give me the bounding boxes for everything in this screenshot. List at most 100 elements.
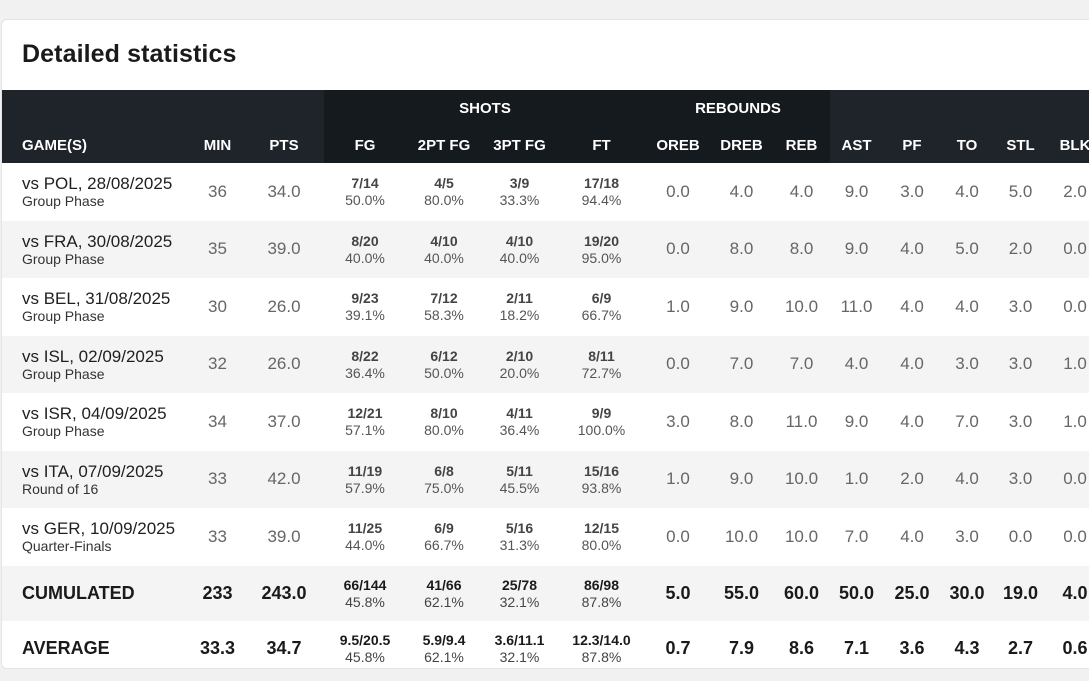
fg2-made: 6/9: [434, 520, 454, 537]
game-label: vs FRA, 30/08/2025: [22, 231, 173, 251]
ft-pct: 95.0%: [581, 249, 622, 266]
fg2-made: 5.9/9.4: [422, 631, 466, 648]
min-cell: 32: [191, 335, 244, 393]
fg3-pct: 33.3%: [499, 192, 540, 209]
ast-cell: 11.0: [830, 278, 884, 336]
game-label: vs ISR, 04/09/2025: [22, 404, 167, 424]
to-cell: 4.3: [941, 620, 994, 668]
stl-cell: 0.0: [993, 508, 1049, 566]
pf-cell: 3.0: [883, 163, 942, 221]
reb-cell: 11.0: [773, 393, 831, 451]
table-row: vs GER, 10/09/2025 Quarter-Finals 33 39.0…: [2, 508, 1089, 566]
pf-cell: 4.0: [883, 393, 942, 451]
col-header-min: MIN: [191, 127, 244, 163]
fg3-cell: 2/10 20.0%: [482, 335, 557, 393]
col-header-3pt-fg: 3PT FG: [482, 127, 557, 163]
fg3-pct: 32.1%: [499, 648, 540, 665]
fg3-made: 5/11: [506, 462, 533, 479]
to-cell: 30.0: [941, 565, 994, 621]
fg3-cell: 4/11 36.4%: [482, 393, 557, 451]
oreb-cell: 1.0: [646, 450, 710, 508]
col-header-pf: PF: [883, 127, 942, 163]
to-cell: 3.0: [941, 335, 994, 393]
oreb-cell: 0.0: [646, 163, 710, 221]
stats-card: Detailed statistics SHOTS REBOUNDS GAME(…: [1, 19, 1089, 669]
table-row: vs FRA, 30/08/2025 Group Phase 35 39.0 8/…: [2, 220, 1089, 278]
fg-cell: 8/22 36.4%: [324, 335, 406, 393]
blk-cell: 1.0: [1048, 393, 1089, 451]
fg3-pct: 31.3%: [499, 537, 540, 554]
pts-cell: 26.0: [244, 335, 324, 393]
table-row: vs BEL, 31/08/2025 Group Phase 30 26.0 9/…: [2, 278, 1089, 336]
stl-cell: 2.7: [993, 620, 1049, 668]
ft-made: 12/15: [583, 520, 620, 537]
dreb-cell: 9.0: [710, 278, 773, 336]
stats-table: SHOTS REBOUNDS GAME(S) MIN PTS FG 2PT FG…: [2, 90, 1089, 668]
ft-cell: 17/18 94.4%: [557, 163, 646, 221]
pts-cell: 26.0: [244, 278, 324, 336]
min-cell: 35: [191, 220, 244, 278]
fg-pct: 45.8%: [345, 648, 385, 665]
ft-pct: 80.0%: [581, 537, 622, 554]
game-phase: Group Phase: [22, 365, 105, 382]
ft-pct: 94.4%: [581, 192, 622, 209]
fg2-cell: 6/9 66.7%: [406, 508, 482, 566]
fg3-made: 3/9: [509, 175, 530, 192]
min-cell: 34: [191, 393, 244, 451]
group-header-rebounds: REBOUNDS: [646, 90, 831, 127]
game-cell: vs BEL, 31/08/2025 Group Phase: [2, 278, 191, 336]
fg-pct: 57.9%: [345, 479, 385, 496]
column-header-row: GAME(S) MIN PTS FG 2PT FG 3PT FG FT OREB…: [2, 127, 1089, 163]
col-header-ft: FT: [557, 127, 646, 163]
ast-cell: 9.0: [830, 393, 884, 451]
ast-cell: 9.0: [830, 163, 884, 221]
fg-pct: 44.0%: [345, 537, 385, 554]
game-phase: Round of 16: [22, 480, 99, 497]
to-cell: 4.0: [941, 278, 994, 336]
stl-cell: 3.0: [993, 335, 1049, 393]
game-phase: Quarter-Finals: [22, 538, 112, 555]
fg2-pct: 62.1%: [424, 593, 464, 610]
fg3-cell: 5/11 45.5%: [482, 450, 557, 508]
dreb-cell: 55.0: [710, 565, 773, 621]
oreb-cell: 0.0: [646, 508, 710, 566]
page-title: Detailed statistics: [22, 40, 237, 68]
pts-cell: 39.0: [244, 220, 324, 278]
fg2-pct: 58.3%: [424, 307, 464, 324]
min-cell: 33: [191, 508, 244, 566]
fg3-cell: 25/78 32.1%: [482, 565, 557, 621]
ft-cell: 12.3/14.0 87.8%: [557, 620, 646, 668]
fg-cell: 12/21 57.1%: [324, 393, 406, 451]
ft-made: 9/9: [591, 405, 612, 422]
fg2-cell: 6/8 75.0%: [406, 450, 482, 508]
to-cell: 4.0: [941, 163, 994, 221]
pf-cell: 4.0: [883, 278, 942, 336]
col-header-reb: REB: [773, 127, 831, 163]
fg2-made: 7/12: [430, 290, 458, 307]
oreb-cell: 0.0: [646, 220, 710, 278]
fg3-made: 5/16: [505, 520, 534, 537]
pts-cell: 37.0: [244, 393, 324, 451]
fg3-cell: 2/11 18.2%: [482, 278, 557, 336]
ft-made: 8/11: [588, 347, 615, 364]
pts-cell: 34.0: [244, 163, 324, 221]
game-phase: Group Phase: [22, 423, 105, 440]
blk-cell: 0.0: [1048, 450, 1089, 508]
stl-cell: 5.0: [993, 163, 1049, 221]
stl-cell: 3.0: [993, 393, 1049, 451]
fg3-pct: 45.5%: [499, 479, 540, 496]
cumulated-row: CUMULATED 233 243.0 66/144 45.8% 41/66 62.…: [2, 565, 1089, 621]
game-label: vs ITA, 07/09/2025: [22, 461, 164, 481]
fg2-cell: 4/10 40.0%: [406, 220, 482, 278]
stl-cell: 3.0: [993, 278, 1049, 336]
ft-made: 12.3/14.0: [572, 631, 631, 648]
table-row: vs ITA, 07/09/2025 Round of 16 33 42.0 11…: [2, 450, 1089, 508]
ft-cell: 19/20 95.0%: [557, 220, 646, 278]
fg3-made: 2/11: [506, 290, 533, 307]
pts-cell: 243.0: [244, 565, 324, 621]
ft-made: 86/98: [583, 576, 620, 593]
ft-cell: 86/98 87.8%: [557, 565, 646, 621]
oreb-cell: 1.0: [646, 278, 710, 336]
to-cell: 3.0: [941, 508, 994, 566]
pf-cell: 25.0: [883, 565, 942, 621]
